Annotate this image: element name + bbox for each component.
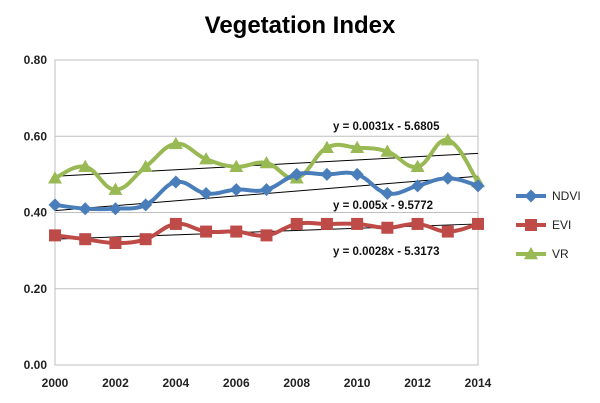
data-point — [290, 217, 303, 230]
data-point — [78, 159, 93, 172]
data-point — [259, 155, 274, 169]
data-point — [79, 233, 92, 246]
x-tick-label: 2012 — [404, 376, 431, 390]
data-point — [48, 171, 62, 184]
legend: NDVI EVI VR — [516, 189, 581, 261]
y-axis-ticks: 0.00 0.20 0.40 0.60 0.80 — [24, 53, 48, 372]
data-point — [229, 183, 243, 197]
data-point — [78, 202, 92, 216]
legend-label: EVI — [552, 218, 571, 232]
data-point — [260, 229, 273, 242]
legend-label: VR — [552, 247, 569, 261]
x-tick-label: 2014 — [465, 376, 492, 390]
trendline-equation: y = 0.0028x - 5.3173 — [333, 246, 439, 258]
x-tick-label: 2008 — [283, 376, 310, 390]
data-point — [108, 182, 123, 195]
data-point — [441, 171, 455, 185]
data-point — [410, 159, 425, 172]
data-point — [199, 186, 213, 200]
legend-item-evi: EVI — [516, 218, 571, 232]
series-evi — [49, 217, 484, 249]
data-point — [320, 217, 333, 230]
data-point — [441, 225, 454, 238]
legend-item-ndvi: NDVI — [516, 189, 581, 203]
y-tick-label: 0.60 — [24, 129, 48, 143]
data-point — [48, 198, 62, 212]
data-point — [168, 136, 183, 150]
data-point — [380, 144, 395, 157]
y-tick-label: 0.00 — [24, 358, 48, 372]
legend-label: NDVI — [552, 189, 581, 203]
legend-item-vr: VR — [516, 247, 569, 261]
data-point — [381, 221, 394, 234]
x-tick-label: 2000 — [42, 376, 69, 390]
series — [48, 133, 485, 249]
data-point — [380, 186, 394, 200]
data-point — [169, 217, 182, 230]
data-point — [351, 217, 364, 230]
y-tick-label: 0.40 — [24, 206, 48, 220]
data-point — [411, 217, 424, 230]
data-point — [472, 217, 484, 230]
data-point — [471, 179, 485, 193]
gridlines — [55, 135, 478, 290]
x-tick-label: 2010 — [344, 376, 371, 390]
legend-marker — [524, 247, 538, 260]
x-tick-label: 2006 — [223, 376, 250, 390]
data-point — [230, 225, 243, 238]
data-point — [320, 167, 334, 181]
series-ndvi — [48, 167, 485, 216]
data-point — [139, 198, 153, 212]
legend-marker — [525, 219, 537, 231]
data-point — [350, 140, 365, 153]
data-point — [290, 167, 304, 181]
data-point — [440, 133, 455, 146]
data-point — [108, 202, 122, 216]
data-point — [260, 183, 273, 197]
data-point — [109, 237, 122, 249]
trendline-annotations: y = 0.0031x - 5.6805 y = 0.005x - 9.5772 y… — [333, 121, 440, 258]
y-tick-label: 0.80 — [24, 53, 48, 67]
data-point — [350, 167, 364, 181]
data-point — [169, 175, 183, 189]
data-point — [139, 233, 152, 246]
x-axis-ticks: 2000 2002 2004 2006 2008 2010 2012 2014 — [42, 376, 492, 390]
data-point — [319, 140, 334, 153]
trendline-equation: y = 0.0031x - 5.6805 — [333, 121, 440, 133]
data-point — [200, 225, 213, 238]
legend-marker — [524, 189, 538, 203]
data-point — [138, 159, 153, 172]
data-point — [199, 152, 214, 165]
y-tick-label: 0.20 — [24, 282, 48, 296]
x-tick-label: 2004 — [163, 376, 190, 390]
x-tick-label: 2002 — [102, 376, 129, 390]
data-point — [49, 229, 61, 242]
data-point — [411, 179, 425, 193]
data-point — [229, 159, 244, 172]
trendline-equation: y = 0.005x - 9.5772 — [333, 200, 433, 212]
chart-title: Vegetation Index — [205, 12, 396, 39]
series-vr — [48, 133, 485, 195]
